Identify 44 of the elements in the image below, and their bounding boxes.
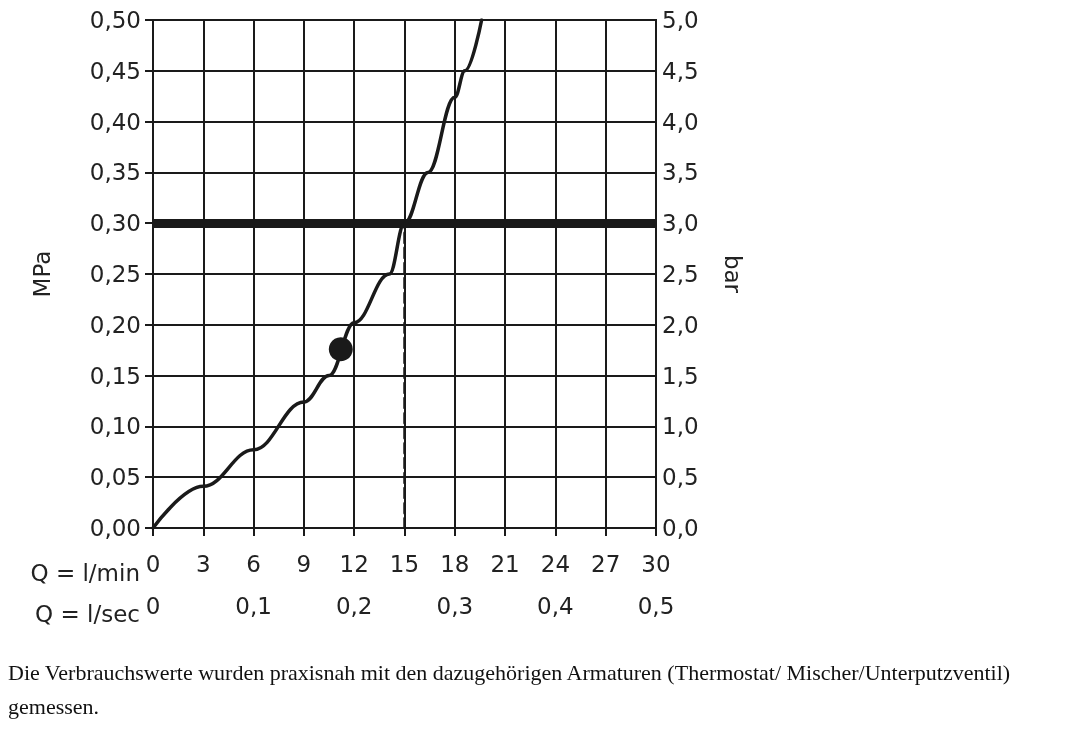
x-tick-label: 15 — [389, 550, 420, 577]
text: Die Verbrauchswerte wurden praxisnah mit den dazugehörigen Armaturen (Thermostat/ Mischer/Unterputzventil) gemessen. — [8, 659, 1016, 719]
x-axis-title: Q = l/min — [30, 559, 140, 586]
y2-tick-label: 2,5 — [662, 261, 699, 287]
y-tick-label: 0,00 — [89, 515, 141, 541]
y2-tick-label: 2,0 — [662, 311, 699, 338]
y2-tick-label: 0,0 — [662, 515, 699, 541]
y2-tick-label: 3,5 — [662, 159, 699, 186]
y2-tick-label: 3,0 — [662, 210, 699, 237]
x2-tick-label: 0,5 — [637, 592, 675, 619]
x-tick-label: 21 — [490, 550, 520, 577]
y-tick-label: 0,40 — [89, 108, 141, 135]
x-tick-label: 24 — [540, 550, 571, 577]
x-tick-label: 3 — [195, 550, 211, 577]
x-tick-label: 30 — [641, 550, 671, 577]
x2-tick-label: 0,3 — [436, 592, 474, 619]
y2-tick-label: 4,5 — [662, 57, 699, 84]
x2-tick-label: 0,2 — [335, 592, 373, 619]
y-tick-label: 0,10 — [89, 413, 141, 440]
x-tick-label: 9 — [296, 550, 312, 577]
y-tick-label: 0,25 — [89, 261, 141, 287]
x2-tick-label: 0,1 — [235, 592, 272, 619]
y-tick-label: 0,20 — [89, 311, 141, 338]
y-tick-label: 0,50 — [89, 7, 141, 33]
x-tick-label: 18 — [440, 550, 470, 577]
y2-tick-label: 0,5 — [662, 464, 699, 491]
y2-tick-label: 1,5 — [662, 362, 699, 389]
y2-tick-label: 5,0 — [662, 7, 699, 33]
x2-tick-label: 0,4 — [537, 592, 574, 619]
x-tick-label: 0 — [145, 550, 161, 577]
x-tick-label: 27 — [591, 550, 621, 577]
y-tick-label: 0,35 — [89, 159, 141, 186]
x-tick-label: 6 — [246, 550, 261, 577]
x2-tick-label: 0 — [145, 592, 161, 619]
y2-tick-label: 4,0 — [662, 108, 699, 135]
y-axis-title: MPa — [28, 250, 55, 298]
y-tick-label: 0,15 — [89, 362, 141, 389]
x2-axis-title: Q = l/sec — [35, 600, 140, 627]
y-tick-label: 0,05 — [89, 464, 141, 491]
x-tick-label: 12 — [339, 550, 369, 577]
y2-axis-title: bar — [719, 254, 746, 294]
y-tick-label: 0,30 — [89, 210, 141, 237]
y2-tick-label: 1,0 — [662, 413, 699, 440]
y-tick-label: 0,45 — [89, 57, 141, 84]
